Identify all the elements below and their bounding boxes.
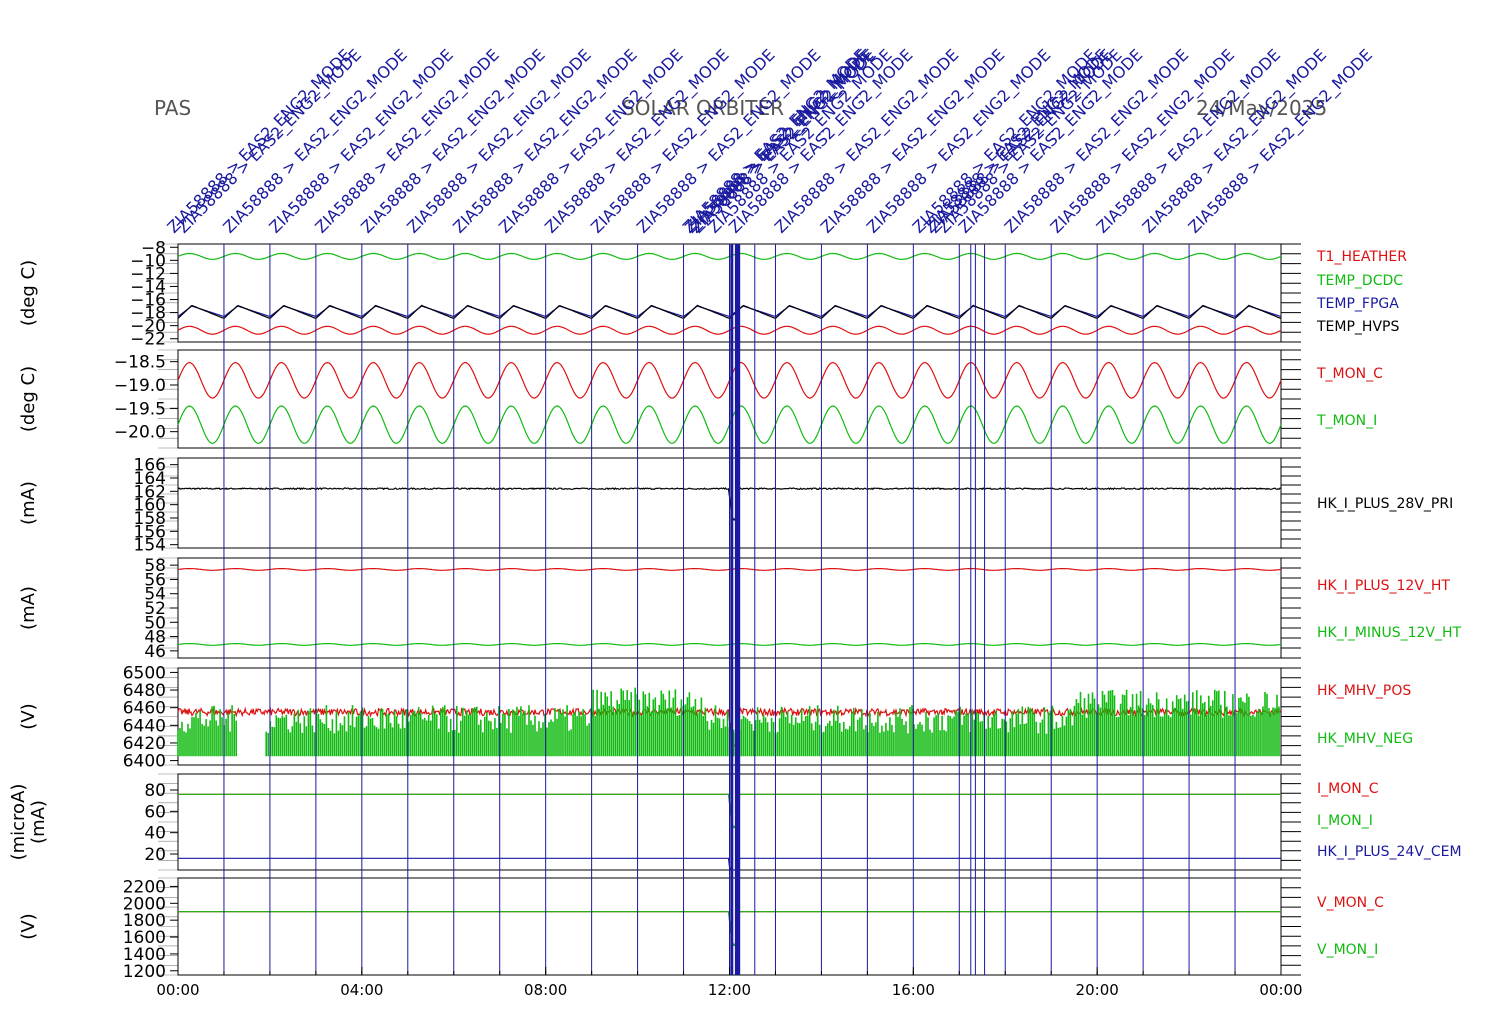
y-tick-label: 20: [144, 845, 166, 865]
legend-hk_i_plus_28v_pri: HK_I_PLUS_28V_PRI: [1317, 496, 1453, 512]
y-axis-label: (deg C): [18, 260, 39, 326]
y-tick-label: 6400: [123, 752, 166, 772]
x-tick-label: 04:00: [340, 981, 383, 999]
legend-i_mon_c: I_MON_C: [1317, 781, 1379, 797]
y-tick-label: −12: [130, 264, 166, 284]
y-tick-label: 46: [144, 642, 166, 662]
y-tick-label: 1200: [123, 962, 166, 982]
y-axis-label: (microA): [8, 784, 29, 861]
instrument-label: PAS: [154, 96, 192, 120]
legend-t_mon_c: T_MON_C: [1316, 366, 1383, 382]
legend-hk_mhv_pos: HK_MHV_POS: [1317, 683, 1411, 699]
x-tick-label: 16:00: [892, 981, 935, 999]
y-axis-label: (V): [18, 913, 39, 939]
y-tick-label: −22: [130, 330, 166, 350]
y-tick-label: 52: [144, 599, 166, 619]
y-tick-label: 156: [134, 522, 166, 542]
y-tick-label: 162: [134, 482, 166, 502]
y-tick-label: 154: [134, 536, 166, 556]
y-tick-label: 6500: [123, 663, 166, 683]
y-tick-label: 164: [134, 469, 166, 489]
y-axis-label: (mA): [18, 481, 39, 525]
y-tick-label: 6460: [123, 699, 166, 719]
legend-hk_i_plus_12v_ht: HK_I_PLUS_12V_HT: [1317, 578, 1450, 594]
legend-hk_mhv_neg: HK_MHV_NEG: [1317, 731, 1413, 747]
y-tick-label: 1400: [123, 945, 166, 965]
legend-temp_dcdc: TEMP_DCDC: [1316, 273, 1403, 289]
y-axis-label: (mA): [28, 800, 49, 844]
legend-v_mon_i: V_MON_I: [1317, 942, 1378, 958]
y-tick-label: 40: [144, 824, 166, 844]
legend-temp_hvps: TEMP_HVPS: [1316, 319, 1399, 335]
x-tick-label: 12:00: [708, 981, 751, 999]
y-tick-label: 160: [134, 496, 166, 516]
y-tick-label: −16: [130, 291, 166, 311]
y-tick-label: 80: [144, 781, 166, 801]
y-tick-label: 6440: [123, 716, 166, 736]
y-tick-label: 6480: [123, 681, 166, 701]
mission-label: SOLAR ORBITER: [622, 96, 784, 120]
y-tick-label: 166: [134, 456, 166, 476]
y-tick-label: 1800: [123, 911, 166, 931]
y-tick-label: 2200: [123, 877, 166, 897]
y-tick-label: 60: [144, 802, 166, 822]
y-tick-label: 6420: [123, 734, 166, 754]
x-tick-label: 00:00: [1259, 981, 1302, 999]
y-tick-label: −8: [141, 238, 166, 258]
y-tick-label: 54: [144, 585, 166, 605]
y-axis-label: (mA): [18, 586, 39, 630]
y-tick-label: 50: [144, 613, 166, 633]
legend-hk_i_plus_24v_cem: HK_I_PLUS_24V_CEM: [1317, 844, 1462, 860]
x-tick-label: 08:00: [524, 981, 567, 999]
legend-hk_i_minus_12v_ht: HK_I_MINUS_12V_HT: [1317, 625, 1462, 641]
x-tick-label: 20:00: [1076, 981, 1119, 999]
y-tick-label: 158: [134, 509, 166, 529]
legend-v_mon_c: V_MON_C: [1317, 895, 1384, 911]
y-tick-label: −19.5: [114, 399, 166, 419]
legend-t1_heather: T1_HEATHER: [1316, 249, 1407, 265]
y-tick-label: 56: [144, 570, 166, 590]
legend-temp_fpga: TEMP_FPGA: [1316, 296, 1399, 312]
y-tick-label: −18.5: [114, 353, 166, 373]
y-tick-label: −20.0: [114, 423, 166, 443]
series-hk_mhv_neg: [177, 687, 1280, 757]
y-tick-label: 1600: [123, 928, 166, 948]
y-tick-label: −19.0: [114, 376, 166, 396]
y-tick-label: 58: [144, 556, 166, 576]
x-tick-label: 00:00: [156, 981, 199, 999]
y-tick-label: −14: [130, 277, 166, 297]
y-axis-label: (deg C): [18, 366, 39, 432]
y-tick-label: 48: [144, 628, 166, 648]
y-tick-label: −10: [130, 251, 166, 271]
date-label: 24/May/2025: [1196, 96, 1328, 120]
legend-i_mon_i: I_MON_I: [1317, 813, 1373, 829]
y-tick-label: 2000: [123, 894, 166, 914]
legend-t_mon_i: T_MON_I: [1316, 413, 1377, 429]
y-tick-label: −18: [130, 304, 166, 324]
y-tick-label: −20: [130, 317, 166, 337]
y-axis-label: (V): [18, 703, 39, 729]
